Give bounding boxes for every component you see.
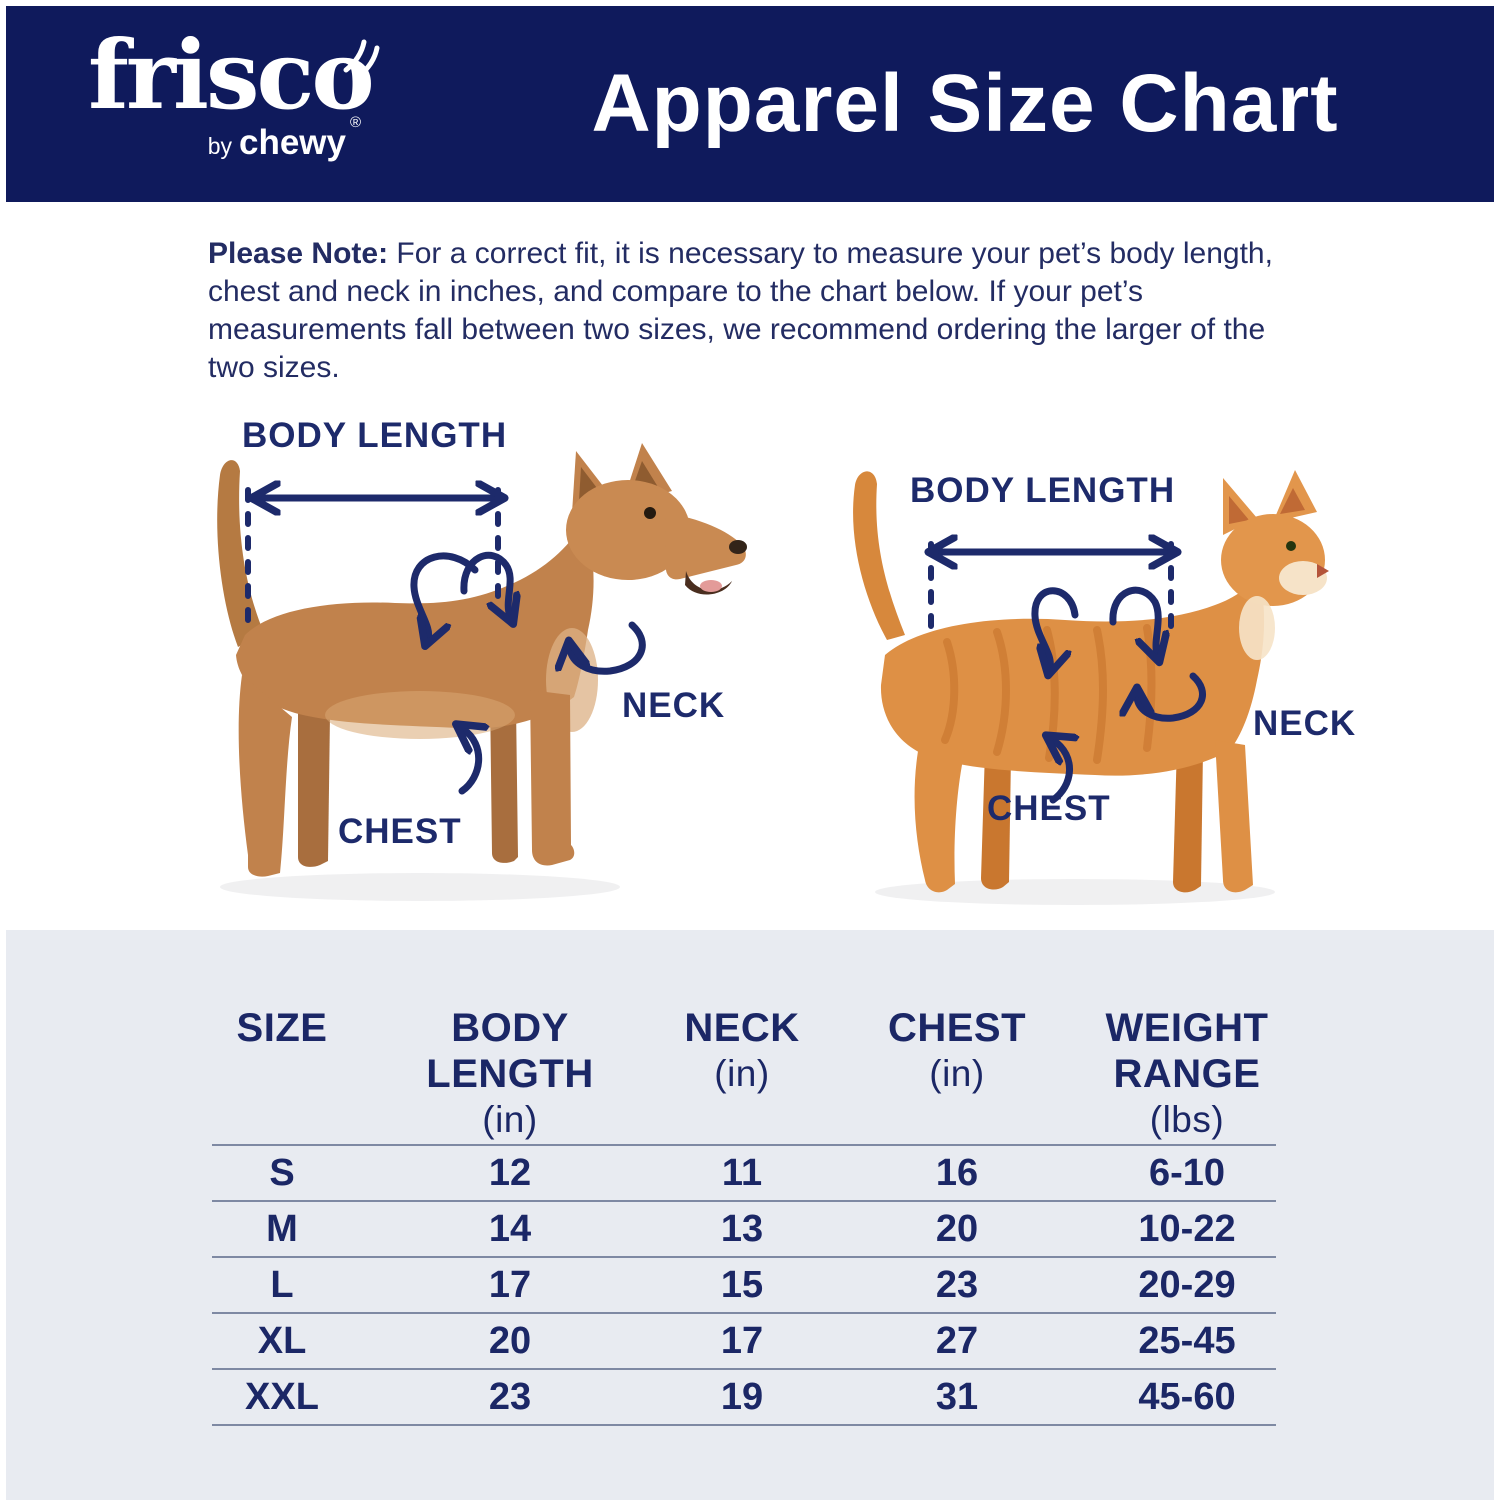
byline-by: by <box>207 133 232 159</box>
page-title: Apparel Size Chart <box>591 58 1339 149</box>
cell-size: M <box>266 1207 298 1250</box>
cell-neck: 15 <box>720 1263 764 1306</box>
dog-neck-arrow <box>570 621 646 675</box>
cat-illustration <box>853 470 1329 893</box>
cell-weight: 20-29 <box>1138 1263 1236 1306</box>
table-header-size: SIZE <box>212 1005 352 1051</box>
cell-chest: 27 <box>935 1319 979 1362</box>
dog-diagram: BODY LENGTH NECK CHEST <box>217 416 747 901</box>
cell-chest: 20 <box>935 1207 979 1250</box>
cat-shoulder-arrow-left <box>1031 587 1079 667</box>
dog-chest-label: CHEST <box>338 812 462 851</box>
cat-body-length-label: BODY LENGTH <box>910 471 1175 510</box>
table-row-m: M 14 13 20 10-22 <box>212 1200 1276 1256</box>
size-table: SIZE BODY LENGTH (in) NECK (in) CHEST (i… <box>212 1005 1276 1426</box>
note-label: Please Note: <box>208 237 389 270</box>
cat-neck-arrow <box>1137 672 1206 722</box>
cell-size: XL <box>257 1319 307 1362</box>
brand-swoosh-icon <box>343 39 380 79</box>
cell-weight: 6-10 <box>1148 1151 1226 1194</box>
dog-neck-label: NECK <box>622 686 725 725</box>
table-row-xl: XL 20 17 27 25-45 <box>212 1312 1276 1368</box>
registered-mark: ® <box>350 114 362 131</box>
header-chest-label: CHEST <box>887 1006 1027 1050</box>
cell-chest: 23 <box>935 1263 979 1306</box>
frisco-logo: frisco ® by chewy <box>88 20 380 163</box>
cell-neck: 13 <box>720 1207 764 1250</box>
cell-size: S <box>269 1151 295 1194</box>
note: Please Note: For a correct fit, it is ne… <box>208 235 1298 387</box>
cell-weight: 45-60 <box>1138 1375 1236 1418</box>
cell-neck: 17 <box>720 1319 764 1362</box>
header-range-label: RANGE <box>1113 1052 1261 1096</box>
header-neck-unit: (in) <box>714 1053 770 1094</box>
cell-size: L <box>270 1263 294 1306</box>
cell-chest: 31 <box>935 1375 979 1418</box>
note-text: For a correct fit, it is necessary to me… <box>208 237 1273 384</box>
header-body-unit: (in) <box>482 1099 538 1140</box>
cat-diagram: BODY LENGTH NECK CHEST <box>853 470 1356 905</box>
header-size-label: SIZE <box>236 1006 328 1050</box>
header-chest-unit: (in) <box>929 1053 985 1094</box>
cell-neck: 11 <box>721 1151 763 1194</box>
cell-body-length: 23 <box>488 1375 532 1418</box>
cell-body-length: 20 <box>488 1319 532 1362</box>
table-section: SIZE BODY LENGTH (in) NECK (in) CHEST (i… <box>6 930 1494 1500</box>
brand-wordmark: frisco <box>88 20 375 131</box>
byline-chewy: chewy <box>239 123 346 162</box>
cell-body-length: 17 <box>488 1263 532 1306</box>
cell-weight: 10-22 <box>1138 1207 1236 1250</box>
dog-shoulder-arrow-right <box>460 551 510 616</box>
header-length-label: LENGTH <box>426 1052 594 1096</box>
cat-chest-label: CHEST <box>987 789 1111 828</box>
header-body-label: BODY <box>451 1006 569 1050</box>
table-row-s: S 12 11 16 6-10 <box>212 1144 1276 1200</box>
cell-body-length: 14 <box>488 1207 532 1250</box>
brand-byline: by chewy <box>88 123 348 163</box>
cell-weight: 25-45 <box>1138 1319 1236 1362</box>
table-header-weight: WEIGHT RANGE (lbs) <box>1098 1005 1276 1143</box>
cell-chest: 16 <box>935 1151 979 1194</box>
table-row-xxl: XXL 23 19 31 45-60 <box>212 1368 1276 1426</box>
header-band: frisco ® by chewy Apparel Size Chart <box>6 6 1494 202</box>
dog-shadow <box>220 873 620 901</box>
cell-neck: 19 <box>720 1375 764 1418</box>
header-weight-unit: (lbs) <box>1149 1099 1225 1140</box>
table-header-neck: NECK (in) <box>668 1005 816 1097</box>
table-row-l: L 17 15 23 20-29 <box>212 1256 1276 1312</box>
table-header-chest: CHEST (in) <box>816 1005 1098 1097</box>
table-header-row: SIZE BODY LENGTH (in) NECK (in) CHEST (i… <box>212 1005 1276 1144</box>
cat-chest-arrow <box>1053 740 1070 804</box>
header-weight-label: WEIGHT <box>1105 1006 1269 1050</box>
dog-chest-arrow <box>462 729 479 795</box>
dog-illustration <box>217 443 747 877</box>
cat-neck-label: NECK <box>1253 704 1356 743</box>
dog-shoulder-arrow-left <box>410 552 479 638</box>
cat-shoulder-arrow-right <box>1109 586 1158 654</box>
cell-body-length: 12 <box>488 1151 532 1194</box>
table-header-body-length: BODY LENGTH (in) <box>352 1005 668 1143</box>
dog-body-length-label: BODY LENGTH <box>242 416 507 455</box>
cell-size: XXL <box>245 1375 319 1418</box>
header-neck-label: NECK <box>684 1006 800 1050</box>
